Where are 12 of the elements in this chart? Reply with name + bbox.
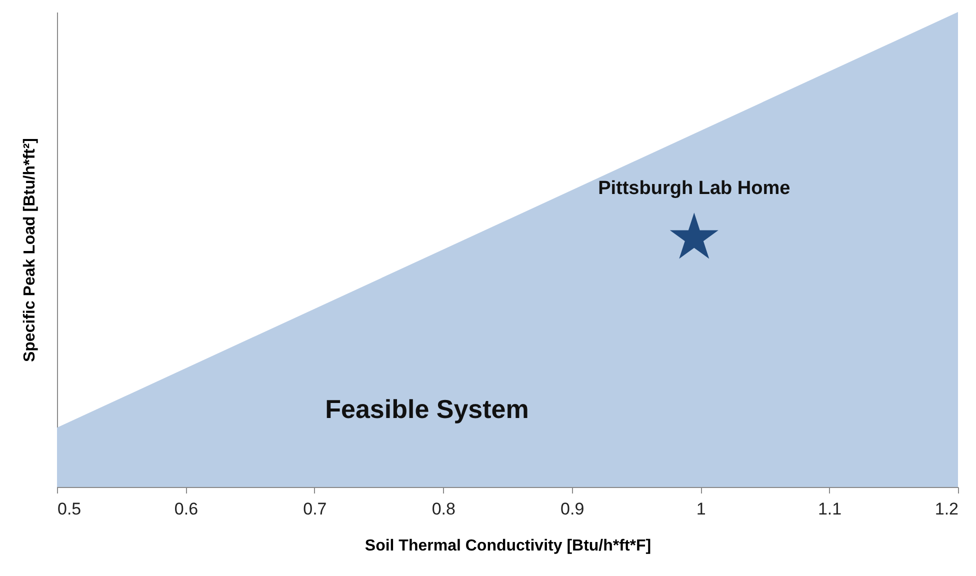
x-tick-label: 0.7 xyxy=(303,500,327,518)
x-tick-label: 0.5 xyxy=(58,500,82,518)
x-tick-label: 0.8 xyxy=(432,500,456,518)
y-axis-title: Specific Peak Load [Btu/h*ft²] xyxy=(22,138,38,362)
x-tick-label: 1 xyxy=(696,500,706,518)
series-label: Pittsburgh Lab Home xyxy=(598,178,790,200)
annotation: Feasible System xyxy=(325,394,529,424)
x-tick-label: 0.6 xyxy=(174,500,198,518)
x-tick-label: 0.9 xyxy=(560,500,584,518)
x-axis-title: Soil Thermal Conductivity [Btu/h*ft*F] xyxy=(364,538,652,554)
x-tick-label: 1.2 xyxy=(934,500,958,518)
x-tick-label: 1.1 xyxy=(818,500,842,518)
